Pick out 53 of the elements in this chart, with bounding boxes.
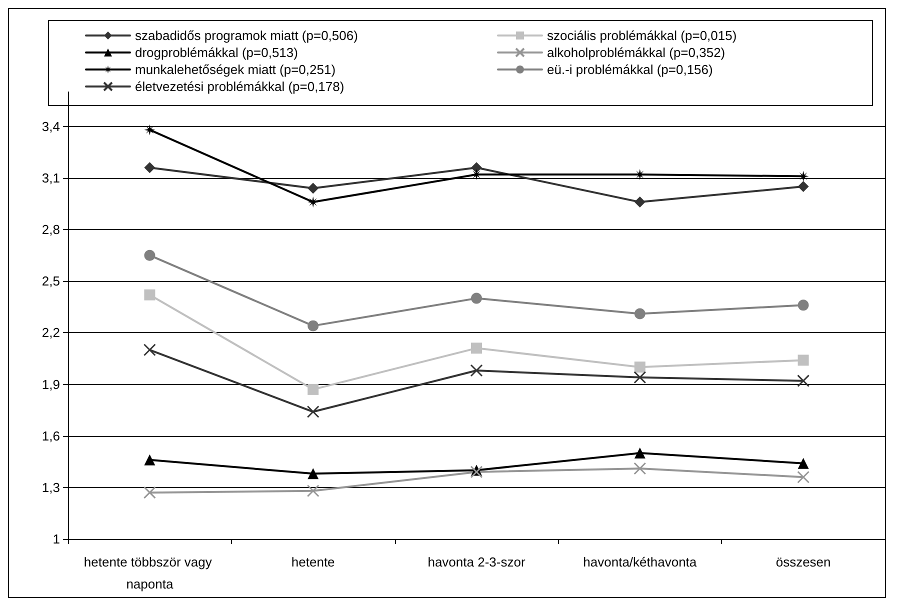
x-tick-label: összesen xyxy=(776,554,831,570)
point xyxy=(634,196,646,208)
y-tick-label: 1,9 xyxy=(42,376,60,392)
point xyxy=(634,362,646,373)
point xyxy=(470,466,483,478)
legend-label: szabadidős programok miatt (p=0,506) xyxy=(135,28,358,43)
y-tick-label: 2,5 xyxy=(42,274,60,289)
point xyxy=(471,342,482,354)
legend-label: szociális problémákkal (p=0,015) xyxy=(547,28,737,43)
point xyxy=(308,320,319,332)
legend-label: eü.-i problémákkal (p=0,156) xyxy=(547,62,713,77)
point xyxy=(797,374,810,388)
point xyxy=(798,458,809,469)
y-tick-label: 1 xyxy=(52,532,60,546)
point xyxy=(470,364,483,377)
point xyxy=(634,448,646,459)
point xyxy=(798,300,809,311)
point xyxy=(306,484,320,498)
y-tick-label: 3,4 xyxy=(42,118,60,134)
legend-label: életvezetési problémákkal (p=0,178) xyxy=(135,79,344,94)
point xyxy=(144,124,156,136)
point xyxy=(471,292,482,304)
point xyxy=(634,371,646,384)
point xyxy=(634,462,646,475)
point xyxy=(798,181,809,192)
point xyxy=(308,196,319,208)
point xyxy=(308,384,319,395)
point xyxy=(144,289,156,300)
point xyxy=(471,162,482,174)
legend-label: drogproblémákkal (p=0,513) xyxy=(135,45,298,60)
point xyxy=(634,308,646,320)
point xyxy=(143,486,156,499)
point xyxy=(144,454,156,466)
point xyxy=(144,250,156,261)
point xyxy=(471,169,482,180)
legend-label: alkoholproblémákkal (p=0,352) xyxy=(547,45,726,60)
point xyxy=(798,354,809,366)
point xyxy=(306,406,320,418)
y-tick-label: 2,8 xyxy=(42,222,60,238)
y-tick-label: 3,1 xyxy=(42,170,60,186)
x-tick-label: havonta/kéthavonta xyxy=(583,554,698,570)
point xyxy=(144,162,156,174)
y-tick-label: 1,6 xyxy=(42,428,60,444)
x-tick-label: hetente xyxy=(291,554,335,570)
point xyxy=(308,468,319,480)
x-tick-label: havonta 2-3-szor xyxy=(428,554,526,570)
y-tick-label: 2,2 xyxy=(42,325,60,340)
legend-label: munkalehetőségek miatt (p=0,251) xyxy=(135,62,336,77)
point xyxy=(797,470,810,484)
x-tick-label: hetente többször vagy naponta xyxy=(84,554,216,592)
point xyxy=(143,344,156,356)
y-tick-label: 1,3 xyxy=(42,480,60,495)
point xyxy=(308,182,319,194)
